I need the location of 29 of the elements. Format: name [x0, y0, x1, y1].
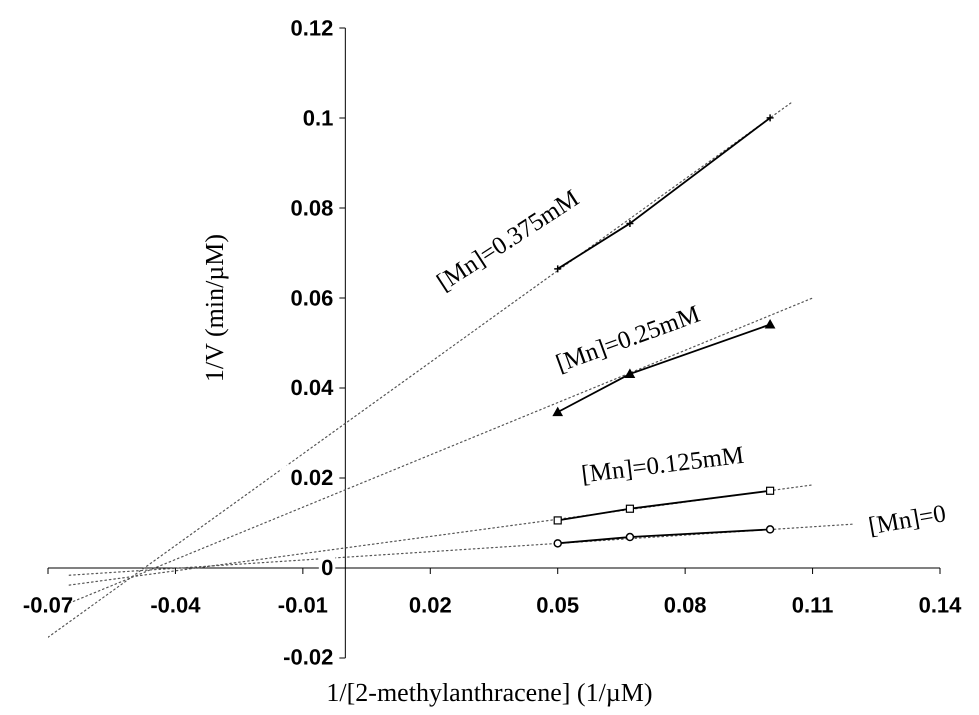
point: [766, 525, 774, 534]
x-tick-label: -0.04: [150, 592, 202, 618]
x-tick-label: -0.07: [22, 592, 74, 618]
point: [554, 516, 562, 525]
y-tick-label: 0.02: [290, 464, 334, 490]
y-tick-label: 0.12: [290, 16, 334, 41]
y-tick-label: 0: [321, 554, 334, 580]
x-tick-label: 0.08: [664, 592, 707, 618]
point: [626, 504, 634, 513]
x-tick-label: 0.02: [408, 592, 452, 618]
y-tick-label: 0.08: [290, 195, 334, 220]
x-tick-label: 0.14: [918, 592, 962, 618]
y-tick-label: 0.1: [302, 106, 334, 131]
text: [Mn]=0.125mM: [580, 442, 746, 489]
y-tick-label: -0.02: [283, 644, 334, 670]
y-tick-label: 0.06: [290, 285, 334, 310]
x-tick-label: 0.05: [536, 592, 580, 618]
y-tick-label: 0.04: [290, 375, 334, 400]
point: [766, 486, 774, 495]
point: [552, 407, 563, 416]
x-tick-label: 0.11: [792, 592, 834, 618]
x-axis-title: 1/[2-methylanthracene] (1/µM): [325, 678, 654, 708]
point: [765, 320, 776, 329]
point: [626, 219, 634, 228]
point: [626, 532, 634, 542]
x-tick-label: -0.01: [278, 592, 328, 618]
y-axis-title: 1/V (min/µM): [200, 232, 230, 384]
point: [553, 539, 562, 548]
text: [Mn]=0: [866, 500, 948, 540]
